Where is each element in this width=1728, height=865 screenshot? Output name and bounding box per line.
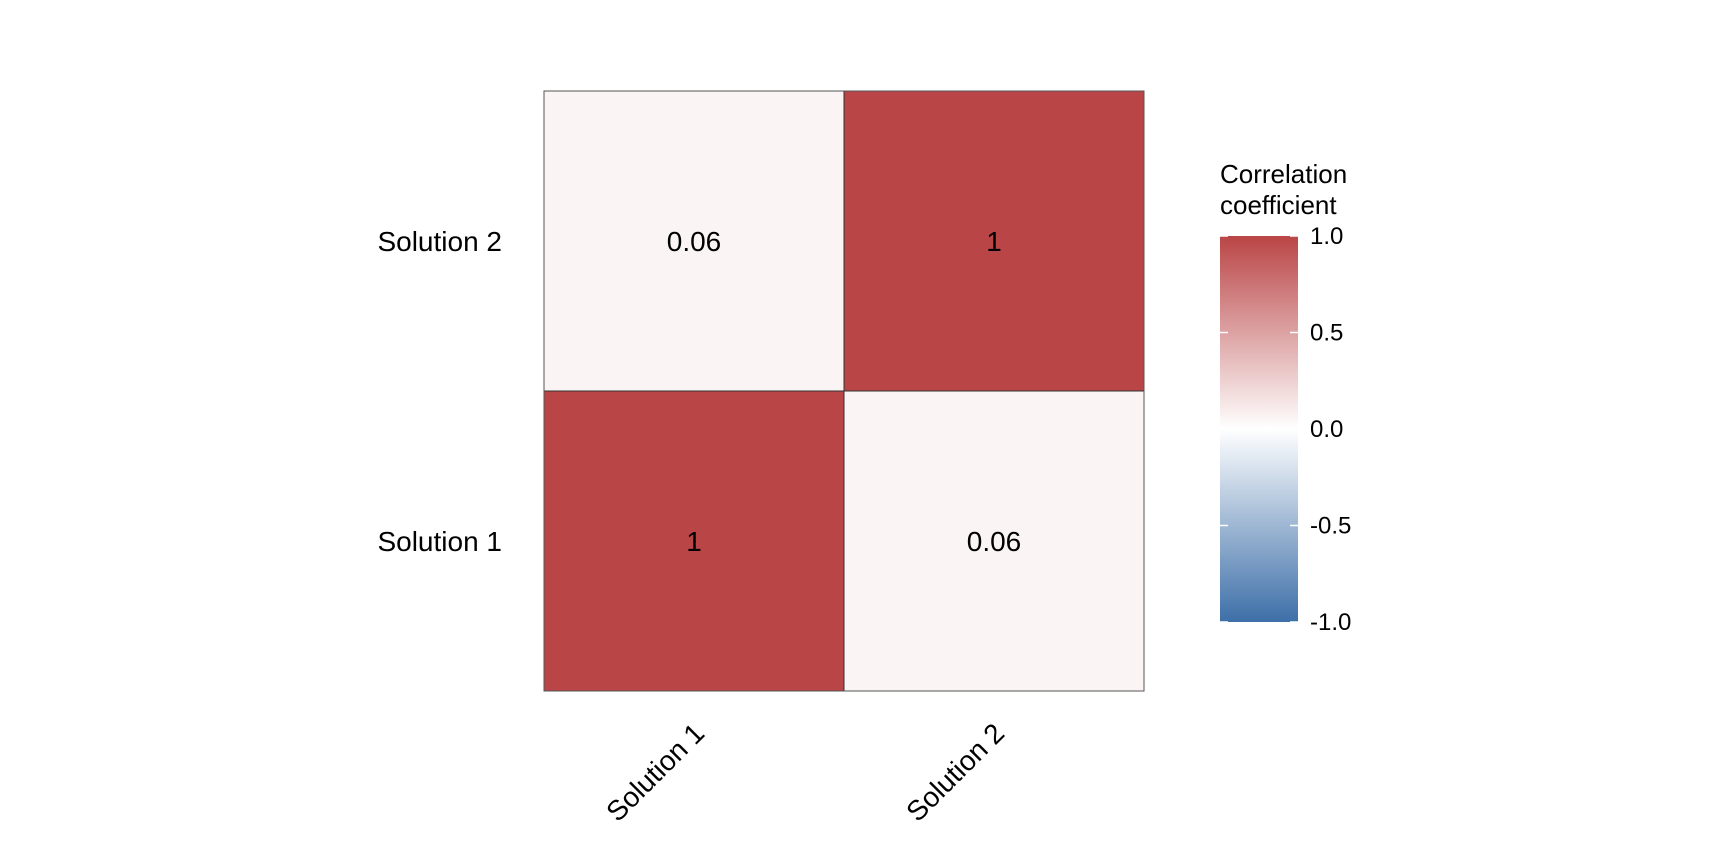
legend-title-line-1: Correlation	[1220, 159, 1347, 189]
cell-value-label: 1	[686, 526, 702, 557]
x-tick-label: Solution 1	[600, 717, 710, 827]
y-tick-label: Solution 2	[377, 226, 502, 257]
legend-tick-label: 0.5	[1310, 320, 1343, 347]
legend-title-line-2: coefficient	[1220, 190, 1337, 220]
y-axis-labels: Solution 2 Solution 1	[377, 226, 502, 557]
x-tick-label: Solution 2	[900, 717, 1010, 827]
x-axis-labels: Solution 1 Solution 2	[600, 717, 1010, 827]
legend-tick-label: 0.0	[1310, 416, 1343, 443]
legend-colorbar	[1220, 236, 1298, 622]
heatmap-cells: 0.06 1 1 0.06	[544, 91, 1144, 691]
color-legend: Correlation coefficient 1.0 0.5 0.0 -0.5 -1.…	[1220, 159, 1351, 636]
cell-value-label: 0.06	[967, 526, 1022, 557]
cell-value-label: 0.06	[667, 226, 722, 257]
y-tick-label: Solution 1	[377, 526, 502, 557]
legend-tick-label: -1.0	[1310, 609, 1351, 636]
legend-tick-label: -0.5	[1310, 513, 1351, 540]
legend-tick-label: 1.0	[1310, 223, 1343, 250]
cell-value-label: 1	[986, 226, 1002, 257]
correlation-heatmap: 0.06 1 1 0.06 Solution 2 Solution 1 Solution…	[0, 0, 1728, 865]
